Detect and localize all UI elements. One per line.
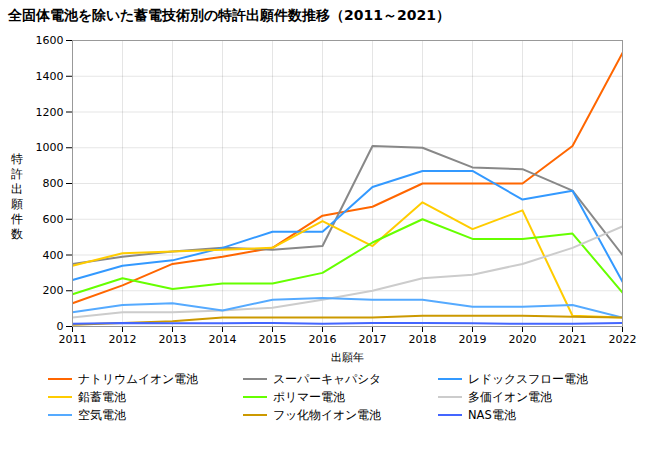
svg-text:1600: 1600 [36, 34, 64, 47]
html-text:空気電池: 空気電池 [78, 407, 126, 422]
svg-text:2018: 2018 [409, 333, 437, 346]
svg-text:2019: 2019 [459, 333, 487, 346]
svg-text:600: 600 [43, 213, 64, 226]
html-text:NAS電池: NAS電池 [468, 407, 516, 422]
svg-text:2016: 2016 [309, 333, 337, 346]
html-text:フッ化物イオン電池: フッ化物イオン電池 [273, 407, 381, 422]
svg-text:出願年: 出願年 [331, 351, 364, 364]
html-text:全固体電池を除いた蓄電技術別の特許出願件数推移（2011～2: 全固体電池を除いた蓄電技術別の特許出願件数推移（2011～2021） [8, 7, 450, 23]
html-text:鉛蓄電池: 鉛蓄電池 [78, 389, 126, 404]
html-text:スーパーキャパシタ: スーパーキャパシタ [273, 371, 381, 386]
svg-text:2022: 2022 [609, 333, 637, 346]
svg-text:1200: 1200 [36, 106, 64, 119]
svg-text:2015: 2015 [259, 333, 287, 346]
html-text:特 許 出 願 件 数: 特 許 出 願 件 数 [11, 152, 23, 242]
svg-text:200: 200 [43, 284, 64, 297]
svg-text:2020: 2020 [509, 333, 537, 346]
svg-text:1400: 1400 [36, 70, 64, 83]
html-text:多価イオン電池: 多価イオン電池 [468, 389, 552, 404]
svg-text:0: 0 [57, 320, 64, 333]
svg-text:2012: 2012 [109, 333, 137, 346]
svg-text:2021: 2021 [559, 333, 587, 346]
svg-text:1000: 1000 [36, 141, 64, 154]
svg-text:2017: 2017 [359, 333, 387, 346]
html-text:ポリマー電池: ポリマー電池 [273, 389, 345, 404]
svg-text:2013: 2013 [159, 333, 187, 346]
svg-text:2014: 2014 [209, 333, 237, 346]
html-text:レドックスフロー電池: レドックスフロー電池 [468, 371, 588, 386]
html-text:ナトリウムイオン電池: ナトリウムイオン電池 [78, 371, 198, 386]
svg-text:400: 400 [43, 249, 64, 262]
svg-text:2011: 2011 [59, 333, 87, 346]
svg-text:800: 800 [43, 177, 64, 190]
